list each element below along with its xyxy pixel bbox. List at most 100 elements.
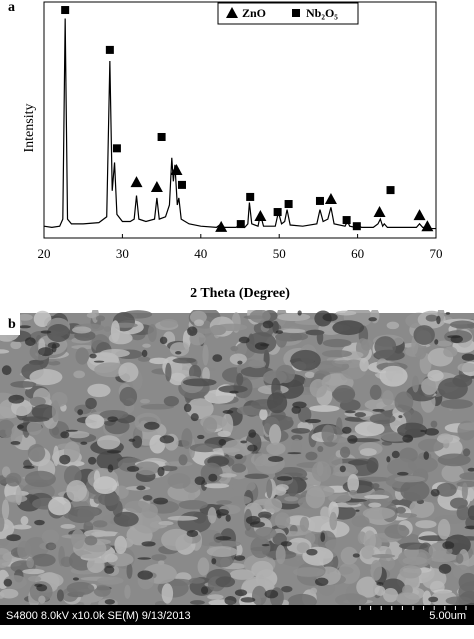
grain bbox=[456, 505, 470, 521]
pore bbox=[275, 330, 284, 334]
x-axis-label: 2 Theta (Degree) bbox=[190, 286, 290, 301]
pore bbox=[183, 403, 192, 413]
grain bbox=[158, 521, 174, 526]
pore bbox=[245, 515, 261, 525]
grain bbox=[289, 332, 309, 341]
peak-marker bbox=[352, 222, 361, 231]
grain bbox=[236, 372, 244, 386]
grain bbox=[293, 567, 325, 577]
peak-marker bbox=[273, 208, 282, 217]
pore bbox=[59, 454, 71, 465]
grain bbox=[436, 340, 452, 347]
pore bbox=[215, 536, 232, 541]
grain bbox=[229, 495, 252, 505]
grain bbox=[430, 420, 438, 428]
pore bbox=[47, 342, 60, 349]
pore bbox=[136, 485, 146, 491]
grain bbox=[394, 475, 426, 483]
pore bbox=[248, 429, 257, 438]
grain bbox=[82, 592, 93, 606]
pore bbox=[442, 541, 455, 550]
grain bbox=[103, 326, 112, 332]
grain bbox=[325, 539, 346, 550]
grain bbox=[275, 364, 296, 384]
grain bbox=[108, 331, 133, 345]
grain bbox=[457, 362, 474, 373]
grain bbox=[254, 526, 277, 540]
peak-marker bbox=[421, 220, 434, 232]
grain bbox=[351, 515, 370, 528]
pore bbox=[291, 405, 302, 414]
pore bbox=[126, 466, 140, 472]
pore bbox=[89, 353, 97, 359]
pore bbox=[211, 558, 217, 565]
grain bbox=[304, 371, 315, 379]
x-tick-label: 60 bbox=[351, 246, 364, 261]
grain bbox=[215, 576, 236, 588]
pore bbox=[306, 548, 318, 556]
pore bbox=[424, 428, 439, 436]
grain bbox=[397, 422, 428, 438]
pore bbox=[225, 514, 231, 522]
grain bbox=[17, 540, 32, 560]
peak-marker bbox=[105, 45, 114, 54]
peak-marker bbox=[215, 220, 228, 232]
grain bbox=[46, 324, 71, 343]
pore bbox=[72, 577, 80, 581]
grain bbox=[259, 408, 268, 421]
peak-marker bbox=[342, 216, 351, 225]
pore bbox=[436, 315, 441, 325]
grain bbox=[274, 512, 291, 529]
pore bbox=[175, 351, 182, 355]
grain bbox=[275, 484, 289, 491]
peak-marker bbox=[157, 132, 166, 141]
peak-marker bbox=[386, 186, 395, 195]
pore bbox=[104, 565, 115, 574]
pore bbox=[224, 596, 237, 606]
grain bbox=[216, 500, 232, 505]
grain bbox=[347, 459, 369, 466]
grain bbox=[85, 414, 105, 429]
grain bbox=[20, 516, 29, 526]
grain bbox=[26, 557, 35, 569]
pore bbox=[386, 456, 391, 463]
grain bbox=[354, 412, 367, 418]
peak-marker bbox=[236, 220, 245, 229]
grain bbox=[455, 553, 464, 564]
grain bbox=[249, 310, 271, 324]
grain bbox=[332, 320, 365, 336]
grain bbox=[437, 377, 468, 400]
grain bbox=[93, 470, 101, 484]
grain bbox=[10, 340, 22, 350]
grain bbox=[56, 589, 64, 602]
peak-marker bbox=[130, 176, 143, 188]
grain bbox=[93, 584, 111, 597]
grain bbox=[75, 347, 89, 365]
grain bbox=[386, 321, 400, 330]
pore bbox=[430, 488, 440, 497]
pore bbox=[128, 438, 136, 442]
pore bbox=[268, 455, 284, 462]
sem-image: b S4800 8.0kV x10.0k SE(M) 9/13/2013 5.00u… bbox=[0, 310, 474, 625]
grain bbox=[399, 565, 422, 579]
grain bbox=[21, 416, 50, 423]
grain bbox=[363, 530, 376, 551]
grain bbox=[83, 529, 108, 538]
grain bbox=[359, 357, 369, 372]
grain bbox=[399, 542, 428, 550]
grain bbox=[441, 463, 464, 482]
grain bbox=[140, 398, 150, 404]
pore bbox=[60, 431, 70, 439]
pore bbox=[137, 557, 151, 560]
sem-info: S4800 8.0kV x10.0k SE(M) 9/13/2013 bbox=[6, 610, 191, 622]
grain bbox=[436, 482, 457, 497]
grain bbox=[335, 593, 368, 607]
peak-marker bbox=[373, 206, 386, 218]
grain bbox=[31, 404, 57, 420]
pore bbox=[106, 450, 122, 454]
grain bbox=[98, 492, 120, 506]
grain bbox=[272, 320, 279, 334]
grain bbox=[258, 511, 272, 519]
grain bbox=[400, 479, 430, 502]
grain bbox=[126, 563, 133, 579]
